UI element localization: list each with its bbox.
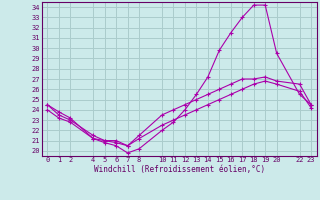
X-axis label: Windchill (Refroidissement éolien,°C): Windchill (Refroidissement éolien,°C) <box>94 165 265 174</box>
